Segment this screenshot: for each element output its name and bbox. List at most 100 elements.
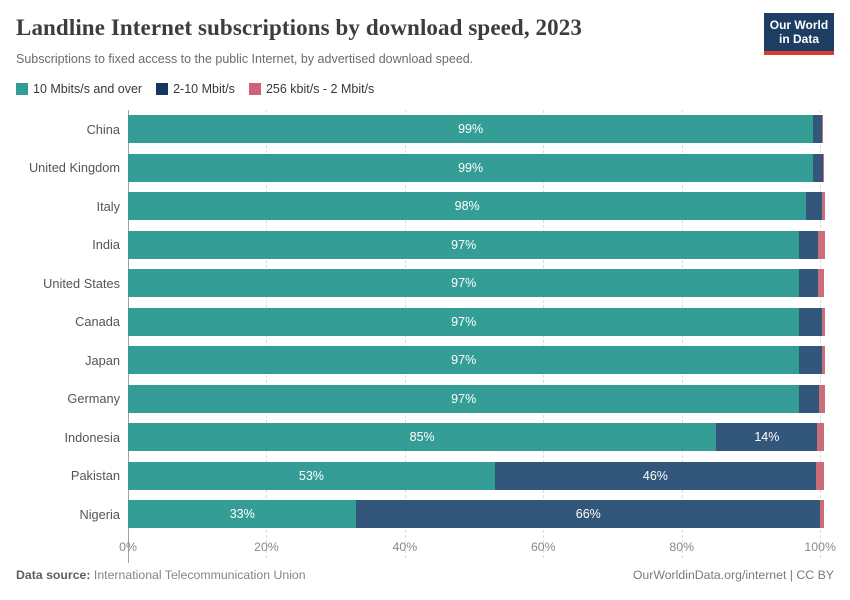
- bar-segment-series3[interactable]: [821, 115, 823, 144]
- chart-subtitle: Subscriptions to fixed access to the pub…: [16, 51, 474, 66]
- bar-segment-series3[interactable]: [822, 192, 825, 221]
- bar-value-label: 98%: [454, 199, 480, 214]
- bar-segment-series2[interactable]: [813, 153, 823, 182]
- bar-value-label: 33%: [229, 507, 255, 522]
- country-label: Italy: [96, 198, 120, 214]
- bar-segment-series3[interactable]: [817, 423, 824, 452]
- footer: Data source: International Telecommunica…: [16, 568, 834, 582]
- country-label: Indonesia: [64, 429, 121, 445]
- bar-value-label: 97%: [451, 276, 477, 291]
- credit-link[interactable]: OurWorldinData.org/internet | CC BY: [632, 567, 834, 582]
- bar-segment-series1[interactable]: 97%: [128, 307, 800, 336]
- chart-row-nigeria: Nigeria 33% 66%: [16, 495, 834, 534]
- owid-logo-text: Our World in Data: [764, 13, 834, 51]
- country-label: Japan: [85, 352, 120, 368]
- x-tick-label-60: 60%: [530, 539, 556, 554]
- country-label: India: [92, 237, 120, 253]
- bar-segment-series3[interactable]: [820, 500, 824, 529]
- legend-item-1[interactable]: 10 Mbits/s and over: [16, 82, 142, 96]
- bar-segment-series3[interactable]: [815, 461, 824, 490]
- bar-segment-series1[interactable]: 98%: [128, 192, 807, 221]
- bar-value-label: 85%: [409, 430, 435, 445]
- bar-value-label: 97%: [451, 237, 477, 252]
- owid-logo: Our World in Data: [764, 13, 834, 55]
- legend-label: 2-10 Mbit/s: [173, 82, 235, 96]
- bar-track: 85% 14%: [128, 423, 834, 452]
- bar-segment-series2[interactable]: 66%: [356, 500, 821, 529]
- data-source-value: International Telecommunication Union: [93, 567, 306, 582]
- legend-item-3[interactable]: 256 kbit/s - 2 Mbit/s: [248, 82, 374, 96]
- bar-track: 97%: [128, 230, 834, 259]
- bar-value-label: 97%: [451, 314, 477, 329]
- bar-value-label: 97%: [451, 391, 477, 406]
- bar-segment-series2[interactable]: [799, 230, 819, 259]
- x-tick-label-100: 100%: [804, 539, 836, 554]
- country-label: Nigeria: [79, 506, 120, 522]
- bar-segment-series3[interactable]: [818, 230, 825, 259]
- bar-value-label: 14%: [754, 430, 780, 445]
- bar-segment-series3[interactable]: [818, 269, 825, 298]
- bar-track: 99%: [128, 115, 834, 144]
- bar-track: 98%: [128, 192, 834, 221]
- x-tick-label-40: 40%: [392, 539, 418, 554]
- bar-segment-series3[interactable]: [822, 153, 825, 182]
- bar-segment-series3[interactable]: [822, 346, 825, 375]
- chart-row-india: India 97%: [16, 226, 834, 265]
- legend-swatch: [16, 83, 28, 95]
- country-label: Pakistan: [70, 468, 120, 484]
- bar-value-label: 66%: [575, 507, 601, 522]
- bar-segment-series1[interactable]: 85%: [128, 423, 717, 452]
- chart-row-pakistan: Pakistan 53% 46%: [16, 457, 834, 496]
- data-source: Data source: International Telecommunica…: [16, 568, 306, 582]
- stacked-bar-chart: China 99% United Kingdom 99% Italy 98% India 97…: [16, 110, 836, 563]
- x-tick-label-20: 20%: [254, 539, 279, 554]
- chart-row-china: China 99%: [16, 110, 834, 149]
- bar-value-label: 53%: [298, 468, 324, 483]
- bar-value-label: 99%: [458, 160, 484, 175]
- bar-segment-series1[interactable]: 33%: [128, 500, 357, 529]
- chart-title: Landline Internet subscriptions by downl…: [16, 15, 582, 40]
- bar-track: 97%: [128, 269, 834, 298]
- bar-value-label: 46%: [642, 468, 668, 483]
- chart-row-japan: Japan 97%: [16, 341, 834, 380]
- bar-track: 99%: [128, 153, 834, 182]
- owid-logo-line1: Our World: [769, 18, 829, 32]
- bar-track: 33% 66%: [128, 500, 834, 529]
- chart-row-united-states: United States 97%: [16, 264, 834, 303]
- bar-segment-series1[interactable]: 99%: [128, 115, 814, 144]
- x-tick-label-80: 80%: [669, 539, 695, 554]
- bar-segment-series2[interactable]: [813, 115, 822, 144]
- bar-segment-series1[interactable]: 97%: [128, 230, 800, 259]
- x-axis: 0% 20% 40% 60% 80% 100%: [119, 534, 836, 558]
- country-label: Canada: [75, 314, 120, 330]
- country-label: United Kingdom: [28, 160, 120, 176]
- bar-track: 53% 46%: [128, 461, 834, 490]
- chart-row-italy: Italy 98%: [16, 187, 834, 226]
- bar-segment-series1[interactable]: 97%: [128, 384, 800, 413]
- legend: 10 Mbits/s and over 2-10 Mbit/s 256 kbit/s…: [16, 82, 834, 96]
- bar-segment-series2[interactable]: [799, 384, 819, 413]
- bar-segment-series1[interactable]: 99%: [128, 153, 814, 182]
- legend-item-2[interactable]: 2-10 Mbit/s: [156, 82, 235, 96]
- legend-label: 10 Mbits/s and over: [33, 82, 143, 96]
- chart-row-germany: Germany 97%: [16, 380, 834, 419]
- bar-segment-series2[interactable]: [799, 269, 819, 298]
- bar-value-label: 97%: [451, 353, 477, 368]
- bar-segment-series1[interactable]: 97%: [128, 346, 800, 375]
- bar-segment-series3[interactable]: [821, 307, 825, 336]
- bar-segment-series2[interactable]: 14%: [716, 423, 818, 452]
- bar-segment-series2[interactable]: [799, 346, 823, 375]
- legend-swatch: [248, 83, 261, 95]
- bar-segment-series2[interactable]: [799, 307, 822, 336]
- bar-segment-series1[interactable]: 53%: [128, 461, 495, 490]
- country-label: Germany: [67, 391, 120, 407]
- bar-segment-series3[interactable]: [818, 384, 825, 413]
- bar-segment-series1[interactable]: 97%: [128, 269, 800, 298]
- bar-segment-series2[interactable]: [806, 192, 823, 221]
- bar-track: 97%: [128, 307, 834, 336]
- country-label: China: [86, 121, 120, 137]
- legend-swatch: [156, 83, 169, 95]
- bar-segment-series2[interactable]: 46%: [494, 461, 816, 490]
- data-source-label: Data source:: [16, 567, 91, 582]
